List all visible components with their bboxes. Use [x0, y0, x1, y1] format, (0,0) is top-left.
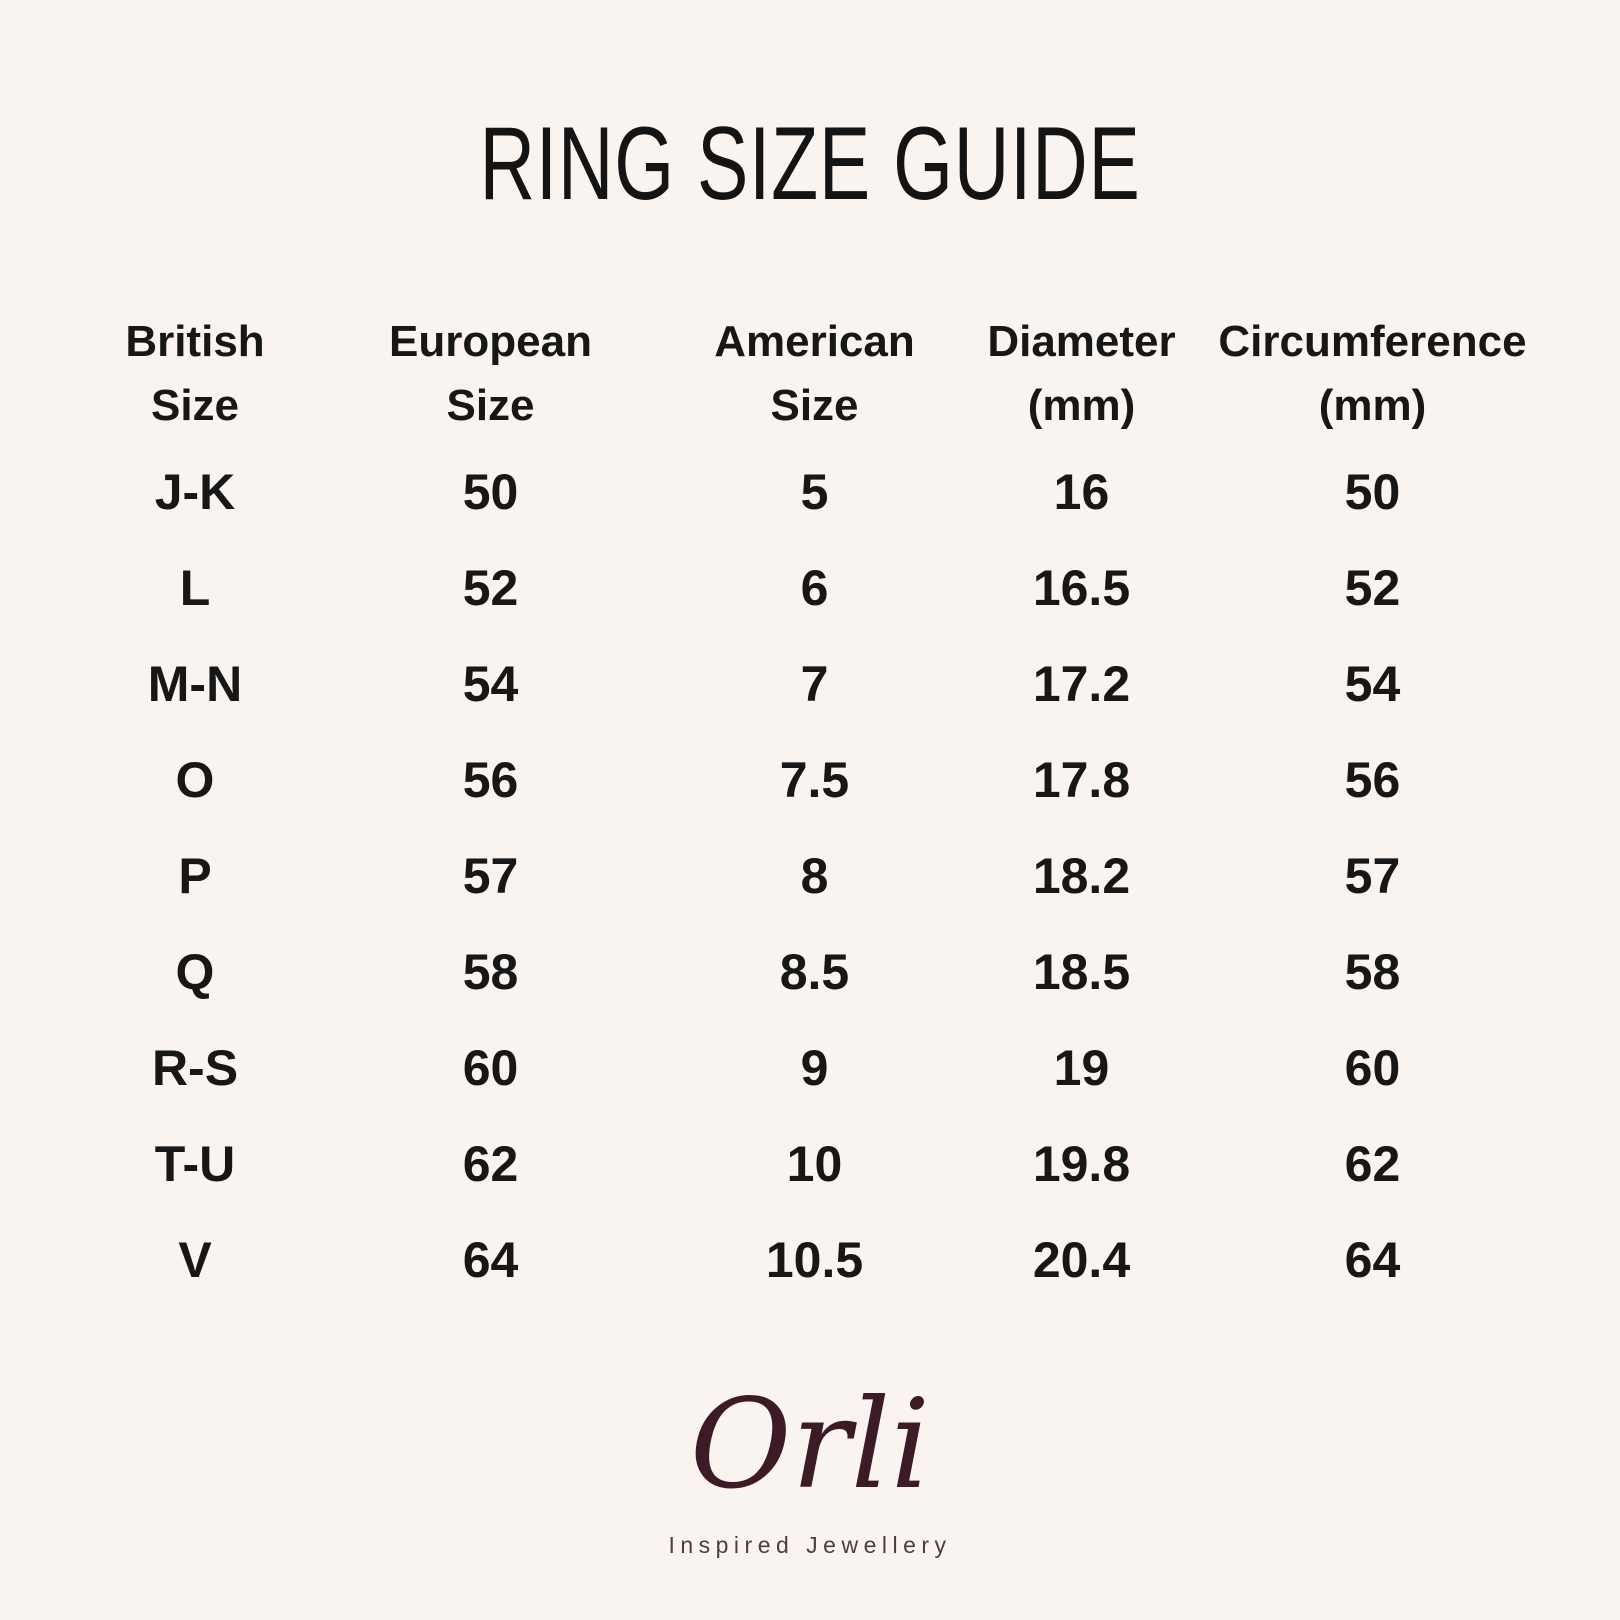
cell-british-size: M-N [147, 656, 243, 712]
cell-diameter: 20.4 [1032, 1232, 1131, 1288]
cell-american-size: 6 [800, 560, 829, 616]
table-row: O 56 7.5 17.8 56 [60, 732, 1560, 828]
brand-footer: Orli Inspired Jewellery [0, 1380, 1620, 1559]
table-row: M-N 54 7 17.2 54 [60, 636, 1560, 732]
header-line2: (mm) [1318, 381, 1427, 430]
table-row: J-K 50 5 16 50 [60, 444, 1560, 540]
cell-european-size: 58 [462, 944, 519, 1000]
cell-american-size: 10 [786, 1136, 843, 1192]
cell-british-size: L [179, 560, 211, 616]
cell-circumference: 56 [1344, 752, 1401, 808]
cell-american-size: 5 [800, 464, 829, 520]
header-line2: Size [770, 381, 859, 430]
cell-european-size: 64 [462, 1232, 519, 1288]
table-row: Q 58 8.5 18.5 58 [60, 924, 1560, 1020]
header-line1: British [125, 317, 265, 366]
cell-european-size: 60 [462, 1040, 519, 1096]
cell-diameter: 17.8 [1032, 752, 1131, 808]
table-header-row: British Size European Size American Size… [60, 304, 1560, 444]
cell-american-size: 7 [800, 656, 829, 712]
cell-circumference: 52 [1344, 560, 1401, 616]
cell-european-size: 57 [462, 848, 519, 904]
cell-british-size: O [175, 752, 215, 808]
column-header-british-size: British Size [60, 310, 330, 438]
cell-british-size: R-S [151, 1040, 239, 1096]
table-row: R-S 60 9 19 60 [60, 1020, 1560, 1116]
cell-diameter: 18.5 [1032, 944, 1131, 1000]
column-header-european-size: European Size [330, 310, 651, 438]
cell-american-size: 7.5 [779, 752, 850, 808]
header-line2: Size [446, 381, 535, 430]
cell-british-size: J-K [154, 464, 236, 520]
column-header-american-size: American Size [651, 310, 978, 438]
cell-european-size: 50 [462, 464, 519, 520]
cell-circumference: 50 [1344, 464, 1401, 520]
cell-circumference: 57 [1344, 848, 1401, 904]
brand-logo: Orli [689, 1373, 931, 1517]
brand-tagline: Inspired Jewellery [668, 1532, 952, 1559]
cell-diameter: 17.2 [1032, 656, 1131, 712]
column-header-circumference: Circumference (mm) [1185, 310, 1560, 438]
header-line1: American [714, 317, 915, 366]
cell-circumference: 58 [1344, 944, 1401, 1000]
cell-british-size: T-U [154, 1136, 236, 1192]
cell-diameter: 19 [1053, 1040, 1110, 1096]
table-row: L 52 6 16.5 52 [60, 540, 1560, 636]
cell-european-size: 56 [462, 752, 519, 808]
cell-american-size: 9 [800, 1040, 829, 1096]
cell-circumference: 64 [1344, 1232, 1401, 1288]
header-line1: Diameter [987, 317, 1176, 366]
header-line2: Size [150, 381, 240, 430]
cell-european-size: 62 [462, 1136, 519, 1192]
cell-diameter: 16.5 [1032, 560, 1131, 616]
cell-british-size: P [178, 848, 212, 904]
table-row: V 64 10.5 20.4 64 [60, 1212, 1560, 1308]
table-row: P 57 8 18.2 57 [60, 828, 1560, 924]
cell-american-size: 8.5 [779, 944, 850, 1000]
cell-circumference: 60 [1344, 1040, 1401, 1096]
cell-european-size: 52 [462, 560, 519, 616]
header-line1: Circumference [1218, 317, 1527, 366]
cell-british-size: Q [175, 944, 215, 1000]
cell-european-size: 54 [462, 656, 519, 712]
cell-circumference: 54 [1344, 656, 1401, 712]
ring-size-table: British Size European Size American Size… [60, 304, 1560, 1308]
header-line2: (mm) [1027, 381, 1136, 430]
header-line1: European [389, 317, 592, 366]
cell-diameter: 18.2 [1032, 848, 1131, 904]
cell-diameter: 19.8 [1032, 1136, 1131, 1192]
cell-diameter: 16 [1053, 464, 1110, 520]
cell-british-size: V [178, 1232, 212, 1288]
page-title: RING SIZE GUIDE [479, 106, 1141, 222]
cell-american-size: 8 [800, 848, 829, 904]
cell-american-size: 10.5 [765, 1232, 864, 1288]
column-header-diameter: Diameter (mm) [978, 310, 1185, 438]
table-row: T-U 62 10 19.8 62 [60, 1116, 1560, 1212]
cell-circumference: 62 [1344, 1136, 1401, 1192]
